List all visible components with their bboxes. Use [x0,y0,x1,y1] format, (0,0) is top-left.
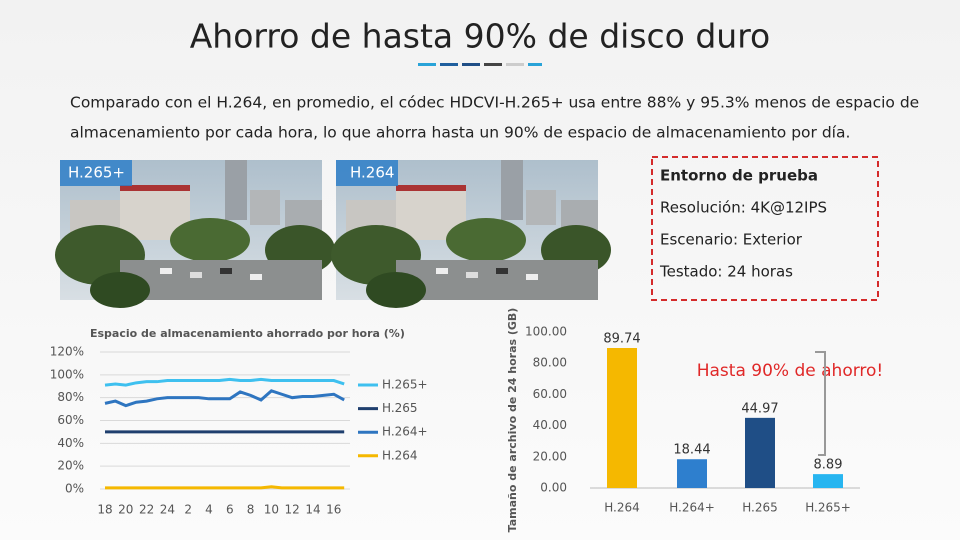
y-tick-label: 0% [65,482,84,496]
y-tick-label: 40.00 [533,418,567,432]
x-tick-label: 8 [247,503,255,517]
x-tick-label: 10 [264,503,279,517]
y-tick-label: 20.00 [533,449,567,463]
legend-label: H.264 [382,448,418,462]
series-line [105,485,345,490]
paragraph-line: Comparado con el H.264, en promedio, el … [70,94,919,112]
chart-title: Espacio de almacenamiento ahorrado por h… [90,327,405,340]
test-box [651,156,879,301]
bracket [815,351,826,456]
x-tick-label: 22 [139,503,154,517]
bar [677,459,707,488]
x-tick-label: H.264 [604,501,640,515]
title-underline [418,63,542,66]
y-axis-title: Tamaño de archivo de 24 horas (GB) [506,308,519,533]
legend-label: H.265 [382,401,418,415]
x-tick-label: 12 [285,503,300,517]
legend-label: H.265+ [382,378,428,392]
value-label: 18.44 [673,443,710,458]
x-tick-label: 4 [205,503,213,517]
image-label: H.265+ [68,164,125,182]
x-tick-label: H.265 [742,501,778,515]
bar [607,348,637,488]
test-box-title: Entorno de prueba [660,167,818,185]
y-tick-label: 100% [50,367,84,381]
value-label: 8.89 [814,458,843,473]
test-box-line: Escenario: Exterior [660,231,803,249]
x-tick-label: 18 [97,503,112,517]
y-tick-label: 80.00 [533,356,567,370]
y-tick-label: 60% [57,413,84,427]
legend-label: H.264+ [382,425,428,439]
paragraph-line: almacenamiento por cada hora, lo que aho… [70,124,850,142]
y-tick-label: 20% [57,459,84,473]
y-tick-label: 80% [57,390,84,404]
x-tick-label: H.264+ [669,501,715,515]
bar [745,417,775,488]
y-tick-label: 40% [57,436,84,450]
x-tick-label: 20 [118,503,133,517]
x-tick-label: 6 [226,503,234,517]
y-tick-label: 120% [50,345,84,359]
series-line [104,389,345,408]
y-tick-label: 60.00 [533,387,567,401]
x-tick-label: 2 [184,503,192,517]
test-box-line: Testado: 24 horas [659,263,793,281]
camera-image: H.264 [331,160,611,308]
test-box-line: Resolución: 4K@12IPS [660,199,827,217]
y-tick-label: 100.00 [525,325,567,339]
x-tick-label: 24 [160,503,175,517]
camera-image: H.265+ [55,160,335,308]
bar [813,474,843,488]
y-tick-label: 0.00 [540,481,567,495]
image-label: H.264 [350,164,394,182]
annotation: Hasta 90% de ahorro! [697,361,884,381]
series-line [104,377,345,387]
x-tick-label: H.265+ [805,501,851,515]
slide-title: Ahorro de hasta 90% de disco duro [190,17,771,56]
x-tick-label: 16 [326,503,341,517]
value-label: 44.97 [741,401,778,416]
value-label: 89.74 [603,332,640,347]
x-tick-label: 14 [305,503,320,517]
